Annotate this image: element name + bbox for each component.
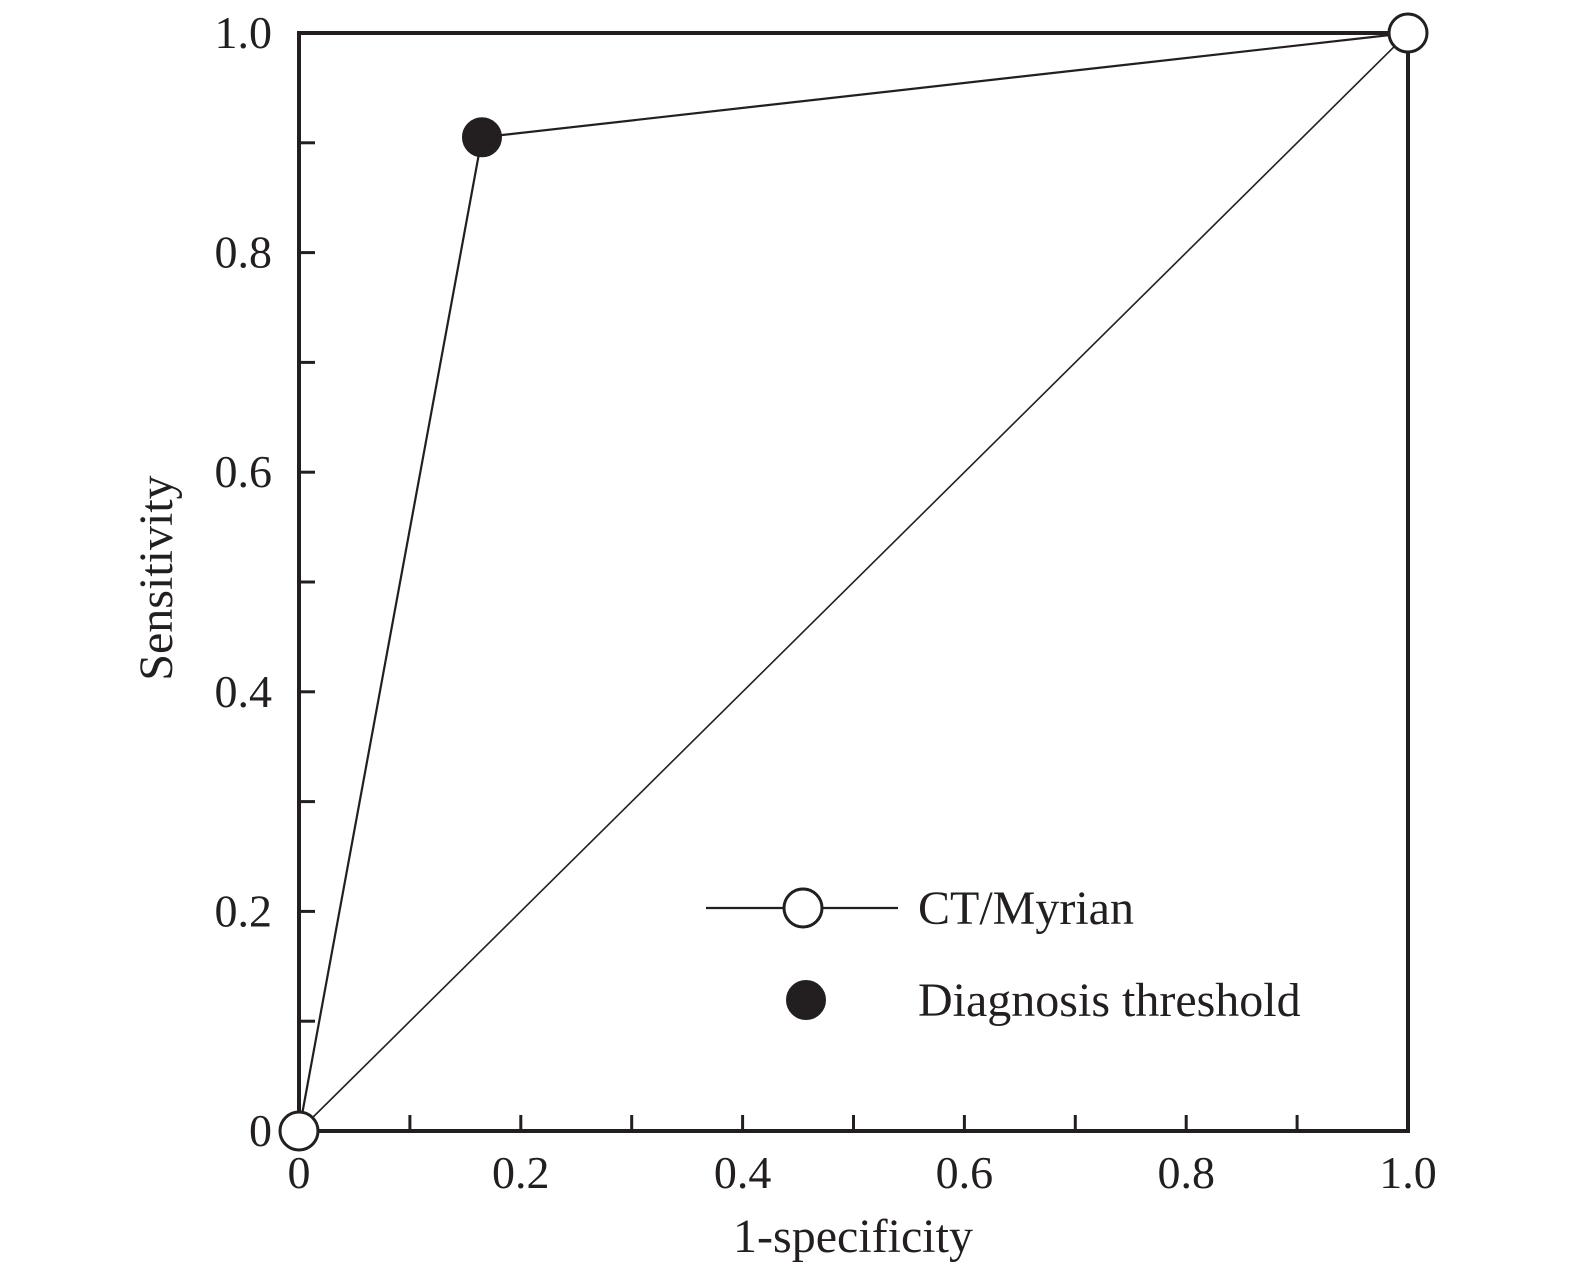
- y-tick-label: 0: [249, 1105, 272, 1156]
- y-tick-label: 0.4: [215, 666, 273, 717]
- x-tick-label: 0.2: [492, 1147, 550, 1198]
- x-tick-label: 0.8: [1157, 1147, 1215, 1198]
- reference-layer: [298, 32, 1409, 1132]
- x-axis-label: 1-specificity: [733, 1210, 973, 1263]
- legend-label-diagnosis-threshold: Diagnosis threshold: [918, 974, 1301, 1027]
- legend: CT/Myrian Diagnosis threshold: [706, 882, 1301, 1027]
- legend-marker-ct-myrian: [782, 887, 824, 929]
- legend-label-ct-myrian: CT/Myrian: [918, 882, 1134, 935]
- legend-marker-diagnosis-threshold: [786, 980, 826, 1020]
- x-tick-label: 0: [288, 1147, 311, 1198]
- x-tick-label: 0.6: [936, 1147, 994, 1198]
- y-tick-label: 1.0: [215, 7, 273, 58]
- x-tick-label: 0.4: [714, 1147, 772, 1198]
- y-tick-label: 0.8: [215, 227, 273, 278]
- roc-point-marker: [1387, 12, 1429, 54]
- y-tick-label: 0.2: [215, 885, 273, 936]
- axes-layer: 0 0.2 0.4 0.6 0.8 1.0 0 0.2 0.4 0.6 0.8 1.0: [215, 7, 1437, 1198]
- roc-point-marker: [278, 1110, 320, 1152]
- x-tick-label: 1.0: [1379, 1147, 1437, 1198]
- series-layer: [278, 12, 1429, 1152]
- threshold-point-marker: [461, 117, 502, 158]
- y-axis-label: Sensitivity: [130, 475, 183, 680]
- reference-diagonal-line: [298, 32, 1409, 1132]
- y-tick-label: 0.6: [215, 446, 273, 497]
